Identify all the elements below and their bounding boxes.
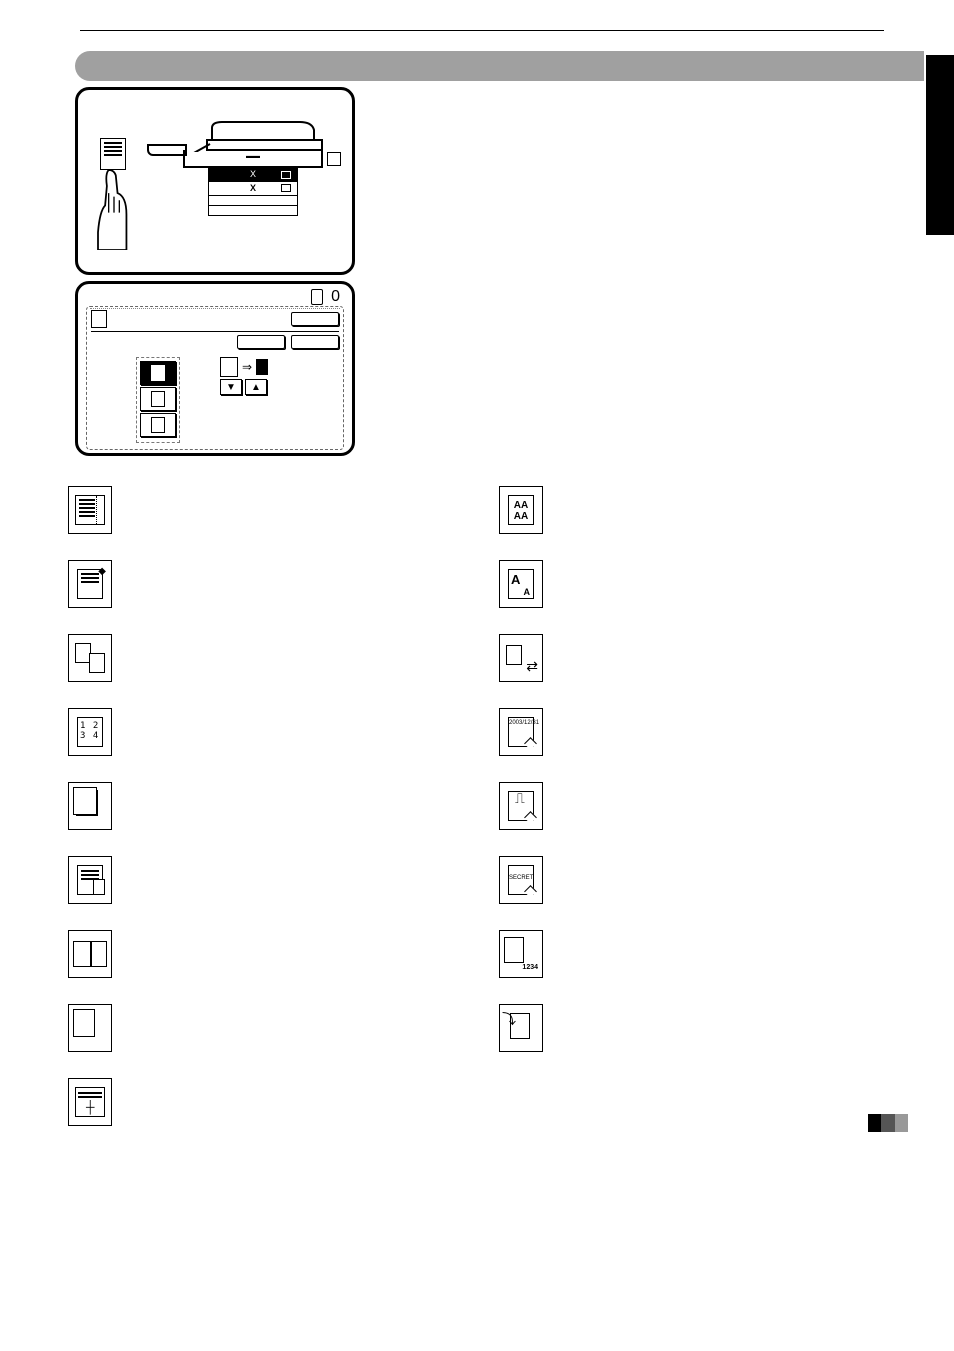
up-arrow-button[interactable]: ▲ (245, 379, 267, 395)
mode-column-left (136, 357, 180, 443)
side-tab (926, 55, 954, 235)
watermark-icon: SECRET (499, 856, 543, 904)
document-icon (220, 357, 238, 377)
down-arrow-button[interactable]: ▼ (220, 379, 242, 395)
mode-column-right: ⇒ ▼ ▲ (220, 357, 268, 443)
transparency-icon (68, 856, 112, 904)
hand-holding-document-icon (100, 138, 126, 170)
feature-item (68, 560, 473, 608)
panel-button[interactable] (291, 335, 339, 349)
feature-item (68, 856, 473, 904)
control-panel-diagram: 0 ⇒ ▼ (75, 281, 355, 456)
tab-copy-icon (499, 1004, 543, 1052)
stamp-icon (499, 782, 543, 830)
feature-item (499, 930, 904, 978)
feature-item (68, 634, 473, 682)
top-rule (80, 30, 884, 31)
mirror-image-icon (499, 634, 543, 682)
cover-insert-icon (68, 782, 112, 830)
erase-icon (68, 560, 112, 608)
features-right-column: AA AA 2003/12/31 SECRET (499, 486, 904, 1126)
date-stamp-icon: 2003/12/31 (499, 708, 543, 756)
feature-item: 1 2 3 4 (68, 708, 473, 756)
page-number-icon (499, 930, 543, 978)
feature-item (68, 1078, 473, 1126)
book-copy-icon (68, 930, 112, 978)
multi-shot-icon: 1 2 3 4 (68, 708, 112, 756)
feature-item: AA AA (499, 486, 904, 534)
page-indicator (868, 1114, 908, 1132)
dual-page-icon (68, 634, 112, 682)
feature-item (68, 486, 473, 534)
feature-item (499, 634, 904, 682)
tray-label-x: X (250, 183, 256, 193)
mode-button[interactable] (140, 387, 176, 411)
feature-item (499, 560, 904, 608)
feature-item: SECRET (499, 856, 904, 904)
centering-icon (68, 1078, 112, 1126)
document-icon (91, 310, 107, 328)
panel-button[interactable] (237, 335, 285, 349)
margin-shift-icon (68, 486, 112, 534)
panel-button[interactable] (291, 312, 339, 326)
features-left-column: 1 2 3 4 (68, 486, 473, 1126)
document-icon (100, 138, 126, 170)
printer-scanner-icon (192, 112, 332, 152)
feature-item (499, 1004, 904, 1052)
counter-display: 0 (311, 288, 340, 306)
mode-button-selected[interactable] (140, 361, 176, 385)
feature-item (68, 1004, 473, 1052)
output-icon (256, 359, 268, 375)
feature-item (68, 930, 473, 978)
job-build-icon (68, 1004, 112, 1052)
xy-zoom-icon (499, 560, 543, 608)
mode-button[interactable] (140, 413, 176, 437)
printer-icon: ▬▬ X X (198, 130, 323, 216)
features-grid: 1 2 3 4 AA AA 2003/12/31 SECRET (68, 486, 904, 1126)
tray-label-x: X (250, 169, 256, 179)
feature-item: 2003/12/31 (499, 708, 904, 756)
header-bar (75, 51, 924, 81)
hand-icon (94, 170, 134, 250)
printer-diagram: ▬▬ X X (75, 87, 355, 275)
feature-item (499, 782, 904, 830)
repeat-layout-icon: AA AA (499, 486, 543, 534)
feature-item (68, 782, 473, 830)
